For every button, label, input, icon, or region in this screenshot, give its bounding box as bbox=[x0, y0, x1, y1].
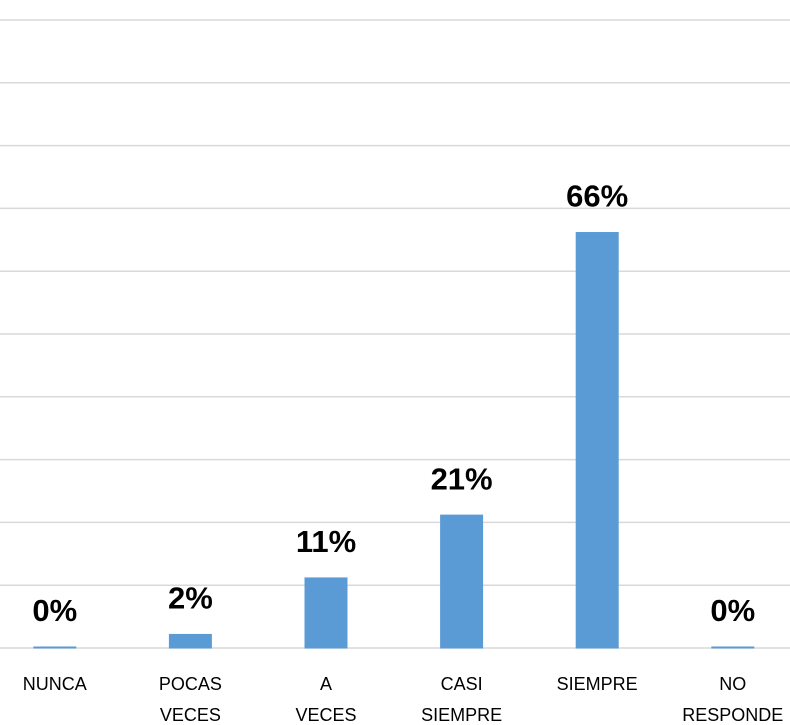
data-label: 2% bbox=[168, 581, 213, 616]
x-tick-label: A VECES bbox=[295, 674, 356, 725]
bar bbox=[440, 514, 484, 649]
data-label: 21% bbox=[431, 461, 493, 496]
bar bbox=[304, 577, 348, 649]
bar bbox=[575, 232, 619, 649]
bar bbox=[711, 646, 755, 649]
x-tick-label: NUNCA bbox=[23, 674, 87, 694]
bar bbox=[168, 633, 212, 649]
data-label: 0% bbox=[32, 593, 77, 628]
bar bbox=[33, 646, 77, 649]
x-tick-label: CASI SIEMPRE bbox=[421, 674, 502, 725]
data-label: 0% bbox=[710, 593, 755, 628]
data-label: 66% bbox=[566, 179, 628, 214]
x-tick-label: NO RESPONDE bbox=[682, 674, 783, 725]
x-tick-label: SIEMPRE bbox=[557, 674, 638, 694]
x-tick-label: POCAS VECES bbox=[159, 674, 222, 725]
data-label: 11% bbox=[296, 524, 356, 559]
